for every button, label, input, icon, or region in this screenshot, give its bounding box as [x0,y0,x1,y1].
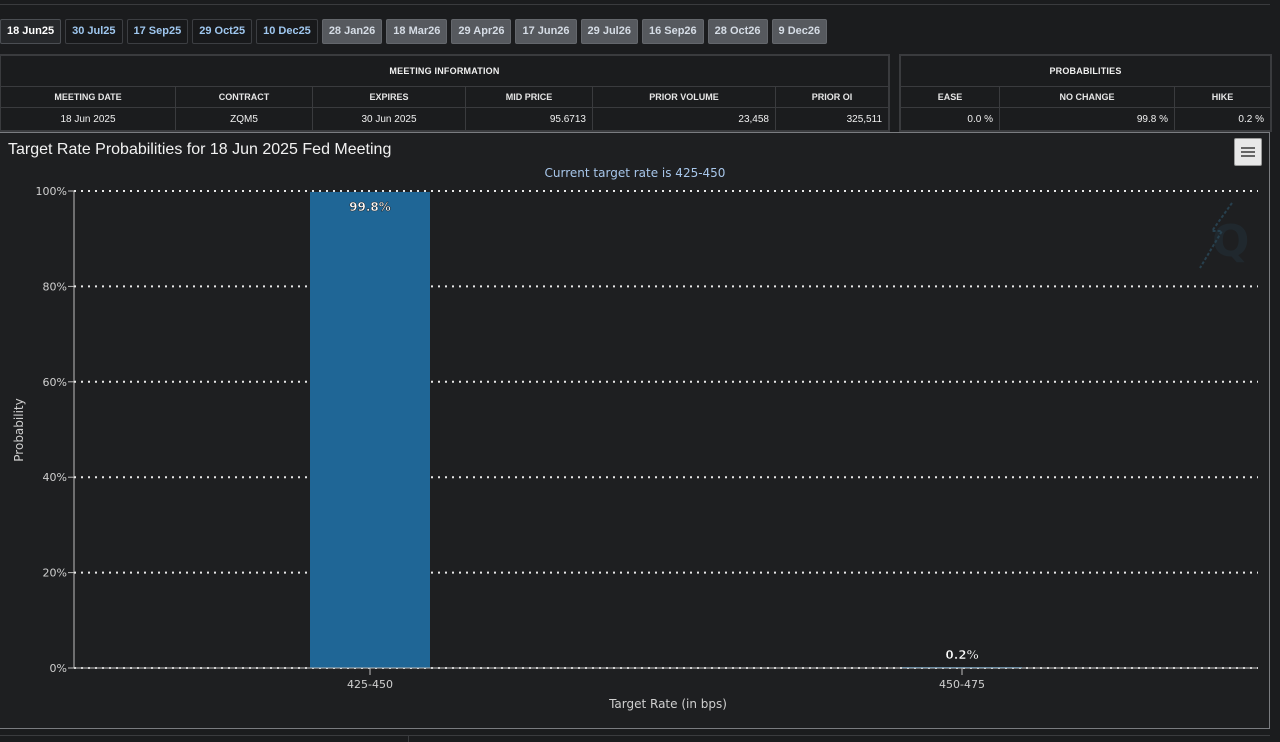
tab-10-dec25[interactable]: 10 Dec25 [256,19,318,44]
y-tick-label: 0% [50,662,67,675]
contract-value: ZQM5 [175,107,313,131]
table-row: 0.0 % 99.8 % 0.2 % [900,107,1271,131]
y-tick-label: 20% [43,567,67,580]
y-tick-label: 60% [43,376,67,389]
col-expires: EXPIRES [312,86,466,108]
tab-29-jul26[interactable]: 29 Jul26 [580,19,638,44]
tab-29-oct25[interactable]: 29 Oct25 [192,19,253,44]
ease-value: 0.0 % [900,107,1000,131]
y-tick-label: 40% [43,471,67,484]
hamburger-menu-icon[interactable] [1234,138,1262,166]
tab-30-jul25[interactable]: 30 Jul25 [65,19,123,44]
x-axis-label: Target Rate (in bps) [608,697,727,711]
svg-text:Q: Q [1212,216,1249,267]
tab-17-sep25[interactable]: 17 Sep25 [126,19,189,44]
probabilities-heading: PROBABILITIES [900,55,1271,87]
meeting-information-heading: MEETING INFORMATION [0,55,889,87]
col-prior-oi: PRIOR OI [775,86,889,108]
y-tick-label: 80% [43,280,67,293]
col-no-change: NO CHANGE [999,86,1175,108]
tab-18-mar26[interactable]: 18 Mar26 [386,19,448,44]
meeting-date-tabs: 18 Jun25 30 Jul25 17 Sep25 29 Oct25 10 Dec25… [0,19,828,44]
data-label: 0.2% [945,648,978,662]
data-label: 99.8% [349,200,391,214]
table-row: 18 Jun 2025 ZQM5 30 Jun 2025 95.6713 23,… [0,107,889,131]
probability-chart: Target Rate Probabilities for 18 Jun 202… [0,132,1270,729]
y-tick-label: 100% [36,185,67,198]
y-axis-label: Probability [12,398,26,461]
bar-425-450[interactable] [310,191,430,669]
q-logo-icon: Q [1199,202,1249,269]
tab-17-jun26[interactable]: 17 Jun26 [515,19,577,44]
tab-28-jan26[interactable]: 28 Jan26 [321,19,383,44]
chart-title: Target Rate Probabilities for 18 Jun 202… [8,141,392,158]
probabilities-panel: PROBABILITIES EASE NO CHANGE HIKE 0.0 % … [899,54,1272,132]
col-meeting-date: MEETING DATE [0,86,176,108]
expires-value: 30 Jun 2025 [312,107,466,131]
chart-subtitle: Current target rate is 425-450 [545,166,726,180]
prior-volume-value: 23,458 [592,107,776,131]
meeting-information-panel: MEETING INFORMATION MEETING DATE CONTRAC… [0,54,890,132]
col-contract: CONTRACT [175,86,313,108]
tab-18-jun25[interactable]: 18 Jun25 [0,19,62,44]
no-change-value: 99.8 % [999,107,1175,131]
col-prior-volume: PRIOR VOLUME [592,86,776,108]
meeting-date-value: 18 Jun 2025 [0,107,176,131]
x-tick-label: 425-450 [347,678,393,691]
top-divider [0,0,1270,5]
tab-16-sep26[interactable]: 16 Sep26 [641,19,704,44]
col-hike: HIKE [1174,86,1271,108]
col-mid-price: MID PRICE [465,86,593,108]
prior-oi-value: 325,511 [775,107,889,131]
tab-28-oct26[interactable]: 28 Oct26 [707,19,768,44]
bottom-divider [0,735,1270,742]
chart-plot: Q Current target rate is 425-450 0% 20% 40… [12,166,1258,711]
tab-29-apr26[interactable]: 29 Apr26 [451,19,512,44]
col-ease: EASE [900,86,1000,108]
hike-value: 0.2 % [1174,107,1271,131]
tab-9-dec26[interactable]: 9 Dec26 [771,19,828,44]
x-tick-label: 450-475 [939,678,985,691]
mid-price-value: 95.6713 [465,107,593,131]
